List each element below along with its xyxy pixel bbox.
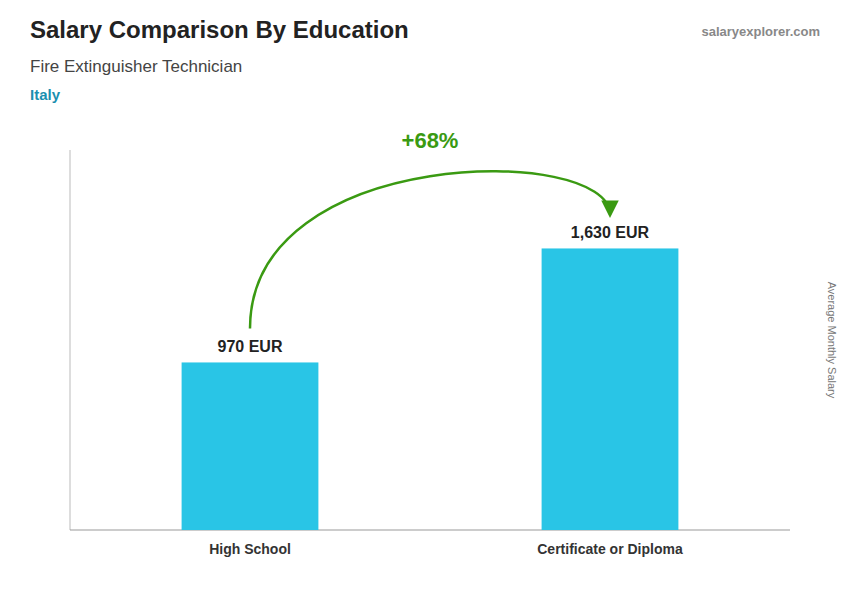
category-label: High School — [209, 541, 291, 557]
data-label: 1,630 EUR — [571, 224, 650, 241]
change-arrow — [250, 171, 610, 328]
y-axis-line — [70, 150, 71, 530]
country: Italy — [30, 86, 61, 103]
category-label: Certificate or Diploma — [537, 541, 683, 557]
x-axis-line — [70, 530, 790, 531]
data-label: 970 EUR — [218, 338, 283, 355]
title: Salary Comparison By Education — [30, 16, 409, 43]
y-axis-label: Average Monthly Salary — [826, 282, 838, 399]
chart: Salary Comparison By Education salaryexpl… — [0, 0, 850, 606]
bar — [182, 362, 319, 530]
source-site: salaryexplorer.com — [701, 24, 820, 39]
bar — [542, 248, 679, 530]
subtitle: Fire Extinguisher Technician — [30, 57, 242, 76]
change-label: +68% — [402, 128, 459, 153]
